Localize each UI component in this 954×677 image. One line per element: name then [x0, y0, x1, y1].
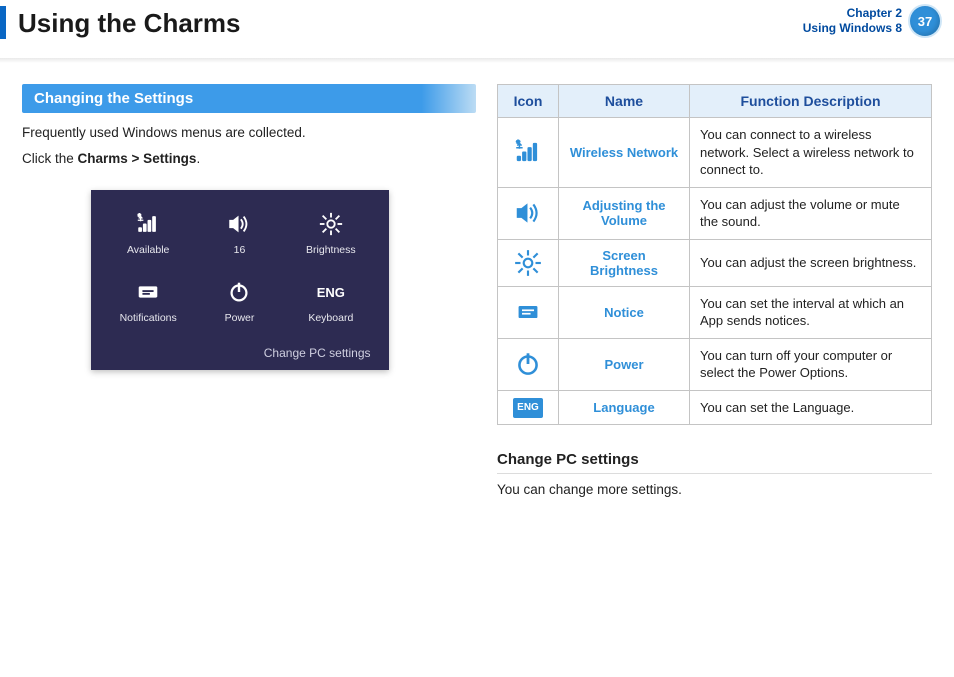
tile-label: Brightness [306, 244, 356, 256]
tile-label: Available [127, 244, 169, 256]
intro-line1: Frequently used Windows menus are collec… [22, 123, 457, 143]
functions-table: Icon Name Function Description Wireless … [497, 84, 932, 425]
page-title: Using the Charms [18, 6, 241, 39]
section-heading: Changing the Settings [22, 84, 476, 113]
cell-desc: You can adjust the screen brightness. [690, 239, 932, 286]
power-icon [226, 279, 252, 305]
cell-icon [498, 338, 559, 390]
tile-keyboard[interactable]: ENG Keyboard [287, 278, 374, 324]
cell-name: Notice [559, 286, 690, 338]
sun-icon [513, 248, 543, 278]
eng-icon: ENG [317, 285, 345, 300]
right-column: Icon Name Function Description Wireless … [497, 84, 932, 497]
tile-icon: ENG [317, 278, 345, 306]
settings-panel: Available 16 Brightness Notifications Power E… [91, 190, 389, 370]
body-columns: Changing the Settings Frequently used Wi… [0, 60, 954, 497]
power-icon [513, 349, 543, 379]
wifi-icon [135, 211, 161, 237]
th-desc: Function Description [690, 85, 932, 118]
cell-icon: ENG [498, 390, 559, 425]
table-row: Wireless NetworkYou can connect to a wir… [498, 118, 932, 188]
cell-name: Language [559, 390, 690, 425]
tile-icon [225, 278, 253, 306]
intro-prefix: Click the [22, 151, 78, 166]
tile-icon [317, 210, 345, 238]
tile-label: Notifications [120, 312, 177, 324]
tile-volume[interactable]: 16 [196, 210, 283, 256]
cell-name: Adjusting the Volume [559, 187, 690, 239]
tile-icon [134, 278, 162, 306]
table-row: ENG LanguageYou can set the Language. [498, 390, 932, 425]
subsection-text: You can change more settings. [497, 482, 932, 497]
th-name: Name [559, 85, 690, 118]
cell-desc: You can set the interval at which an App… [690, 286, 932, 338]
tile-notifications[interactable]: Notifications [105, 278, 192, 324]
tile-label: 16 [234, 244, 246, 256]
title-wrap: Using the Charms [0, 6, 241, 39]
cell-name: Power [559, 338, 690, 390]
subsection-heading: Change PC settings [497, 451, 932, 474]
section-intro: Frequently used Windows menus are collec… [22, 123, 457, 168]
table-row: Screen BrightnessYou can adjust the scre… [498, 239, 932, 286]
chapter-box: Chapter 2 Using Windows 8 37 [803, 6, 940, 36]
page-header: Using the Charms Chapter 2 Using Windows… [0, 0, 954, 60]
cell-icon [498, 118, 559, 188]
cell-desc: You can connect to a wireless network. S… [690, 118, 932, 188]
table-row: PowerYou can turn off your computer or s… [498, 338, 932, 390]
intro-suffix: . [196, 151, 200, 166]
cell-name: Screen Brightness [559, 239, 690, 286]
chapter-line2: Using Windows 8 [803, 21, 902, 36]
cell-icon [498, 286, 559, 338]
page-number-badge: 37 [910, 6, 940, 36]
th-icon: Icon [498, 85, 559, 118]
chapter-line1: Chapter 2 [803, 6, 902, 21]
tile-icon [134, 210, 162, 238]
table-header-row: Icon Name Function Description [498, 85, 932, 118]
intro-line2: Click the Charms > Settings. [22, 149, 457, 169]
notice-icon [135, 279, 161, 305]
cell-icon [498, 239, 559, 286]
tile-label: Power [225, 312, 255, 324]
eng-icon: ENG [513, 398, 543, 418]
tile-icon [225, 210, 253, 238]
notice-icon [513, 300, 543, 324]
cell-name: Wireless Network [559, 118, 690, 188]
cell-desc: You can set the Language. [690, 390, 932, 425]
tile-available[interactable]: Available [105, 210, 192, 256]
cell-desc: You can adjust the volume or mute the so… [690, 187, 932, 239]
table-row: Adjusting the VolumeYou can adjust the v… [498, 187, 932, 239]
change-pc-settings-link[interactable]: Change PC settings [105, 346, 375, 360]
intro-bold: Charms > Settings [78, 151, 197, 166]
speaker-icon [513, 198, 543, 228]
table-row: NoticeYou can set the interval at which … [498, 286, 932, 338]
left-column: Changing the Settings Frequently used Wi… [22, 84, 457, 497]
title-accent-bar [0, 6, 6, 39]
cell-icon [498, 187, 559, 239]
wifi-icon [513, 137, 543, 167]
tile-brightness[interactable]: Brightness [287, 210, 374, 256]
chapter-text: Chapter 2 Using Windows 8 [803, 6, 902, 36]
cell-desc: You can turn off your computer or select… [690, 338, 932, 390]
sun-icon [318, 211, 344, 237]
settings-panel-wrap: Available 16 Brightness Notifications Power E… [22, 190, 457, 370]
speaker-icon [226, 211, 252, 237]
tile-label: Keyboard [308, 312, 353, 324]
settings-grid: Available 16 Brightness Notifications Power E… [105, 210, 375, 324]
tile-power[interactable]: Power [196, 278, 283, 324]
